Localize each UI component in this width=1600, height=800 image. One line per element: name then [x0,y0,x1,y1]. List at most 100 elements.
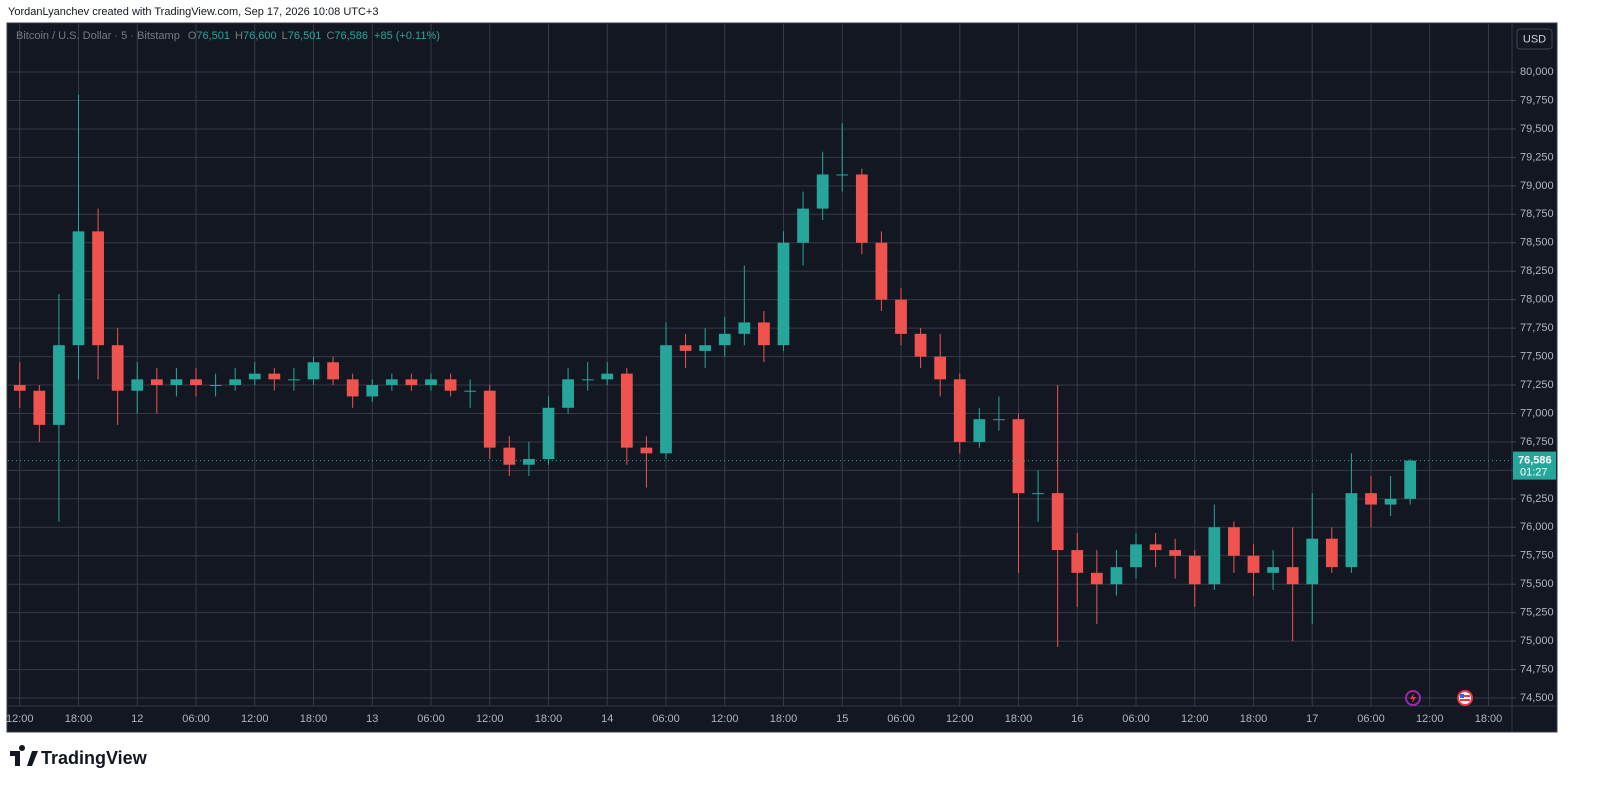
candle-body [640,447,653,454]
candle-body [1012,419,1025,494]
candle-body [581,379,594,381]
candle-body [523,459,535,465]
symbol: Bitcoin / U.S. Dollar · 5 · Bitstamp [16,30,180,42]
candle-body [953,379,966,442]
x-tick-label: 13 [366,713,378,725]
candle-body [1208,527,1221,585]
x-tick-label: 12 [131,713,143,725]
change: +85 (+0.11%) [374,30,440,42]
candle-body [385,379,398,386]
candle-body [131,379,144,391]
candle-body [1365,493,1377,505]
candle-body [679,345,692,351]
y-tick-label: 74,750 [1520,663,1554,675]
event-icon [1405,690,1421,706]
candle-body [425,379,437,386]
candle-body [503,447,516,465]
y-tick-label: 79,250 [1520,151,1554,163]
x-tick-label: 12:00 [1416,713,1444,725]
legend-label: O [188,30,197,42]
legend-value: 76,501 [196,30,230,42]
candle-body [111,345,124,391]
candle-body [1149,544,1162,551]
countdown: 01:27 [1520,467,1548,479]
x-tick-label: 18:00 [1475,713,1503,725]
y-tick-label: 77,750 [1520,322,1554,334]
y-tick-label: 76,000 [1520,521,1554,533]
brand-logo [10,745,38,766]
candle-body [718,333,731,346]
candle-body [307,362,320,380]
x-tick-label: 06:00 [1357,713,1385,725]
x-tick-label: 06:00 [1122,713,1150,725]
y-tick-label: 76,750 [1520,436,1554,448]
candle-body [170,379,183,386]
y-tick-label: 78,750 [1520,208,1554,220]
candle-body [33,390,46,425]
legend-value: 76,600 [243,30,277,42]
candle-body [758,322,770,346]
x-tick-label: 12:00 [1181,713,1209,725]
chart-panel [6,22,1558,733]
x-tick-label: 17 [1306,713,1318,725]
candle-body [1228,527,1240,556]
y-tick-label: 75,000 [1520,635,1554,647]
candle-body [190,379,202,386]
credit: YordanLyanchev created with TradingView.… [8,6,378,18]
candle-body [1286,567,1299,585]
candle-body [1110,567,1123,585]
candle-body [620,373,633,448]
y-tick-label: 77,500 [1520,350,1554,362]
x-tick-label: 06:00 [652,713,680,725]
candle-body [1188,555,1201,585]
y-tick-label: 75,750 [1520,550,1554,562]
candle-body [1032,493,1044,495]
candle-body [405,379,418,386]
candle-body [1130,544,1142,568]
candle-body [1247,555,1260,573]
y-tick-label: 78,000 [1520,294,1554,306]
last-price-box [1513,451,1556,480]
candle-body [797,208,809,243]
x-tick-label: 18:00 [65,713,93,725]
candle-body [601,373,614,380]
candle-body [288,379,300,381]
candle-body [816,174,829,209]
legend-value: 76,586 [334,30,368,42]
x-tick-label: 06:00 [417,713,445,725]
x-tick-label: 18:00 [1005,713,1033,725]
y-tick-label: 76,250 [1520,493,1554,505]
candle-body [1071,550,1084,573]
candle-body [1345,493,1358,568]
y-tick-label: 79,000 [1520,180,1554,192]
candle-body [934,356,947,380]
y-tick-label: 77,250 [1520,379,1554,391]
y-tick-label: 78,250 [1520,265,1554,277]
y-tick-label: 77,000 [1520,407,1554,419]
candle-body [836,174,849,176]
brand: TradingView [41,748,148,768]
candle-body [1306,538,1319,585]
candle-body [1051,493,1064,551]
candle-body [346,379,359,397]
candle-body [209,385,222,387]
candle-body [13,385,26,391]
candle-body [660,345,672,454]
x-tick-label: 14 [601,713,613,725]
currency-button[interactable] [1516,28,1553,50]
x-tick-label: 12:00 [476,713,504,725]
currency[interactable]: USD [1523,33,1546,45]
candle-body [248,373,261,380]
candle-body [483,390,496,448]
x-tick-label: 12:00 [241,713,269,725]
candle-body [150,379,163,386]
candle-body [973,419,986,442]
flag-icon [1457,690,1473,706]
x-tick-label: 18:00 [535,713,563,725]
x-tick-label: 12:00 [6,713,34,725]
candle-body [1090,572,1103,585]
candle-body [1325,538,1338,568]
candle-body [1384,498,1397,505]
candle-body [229,379,242,386]
